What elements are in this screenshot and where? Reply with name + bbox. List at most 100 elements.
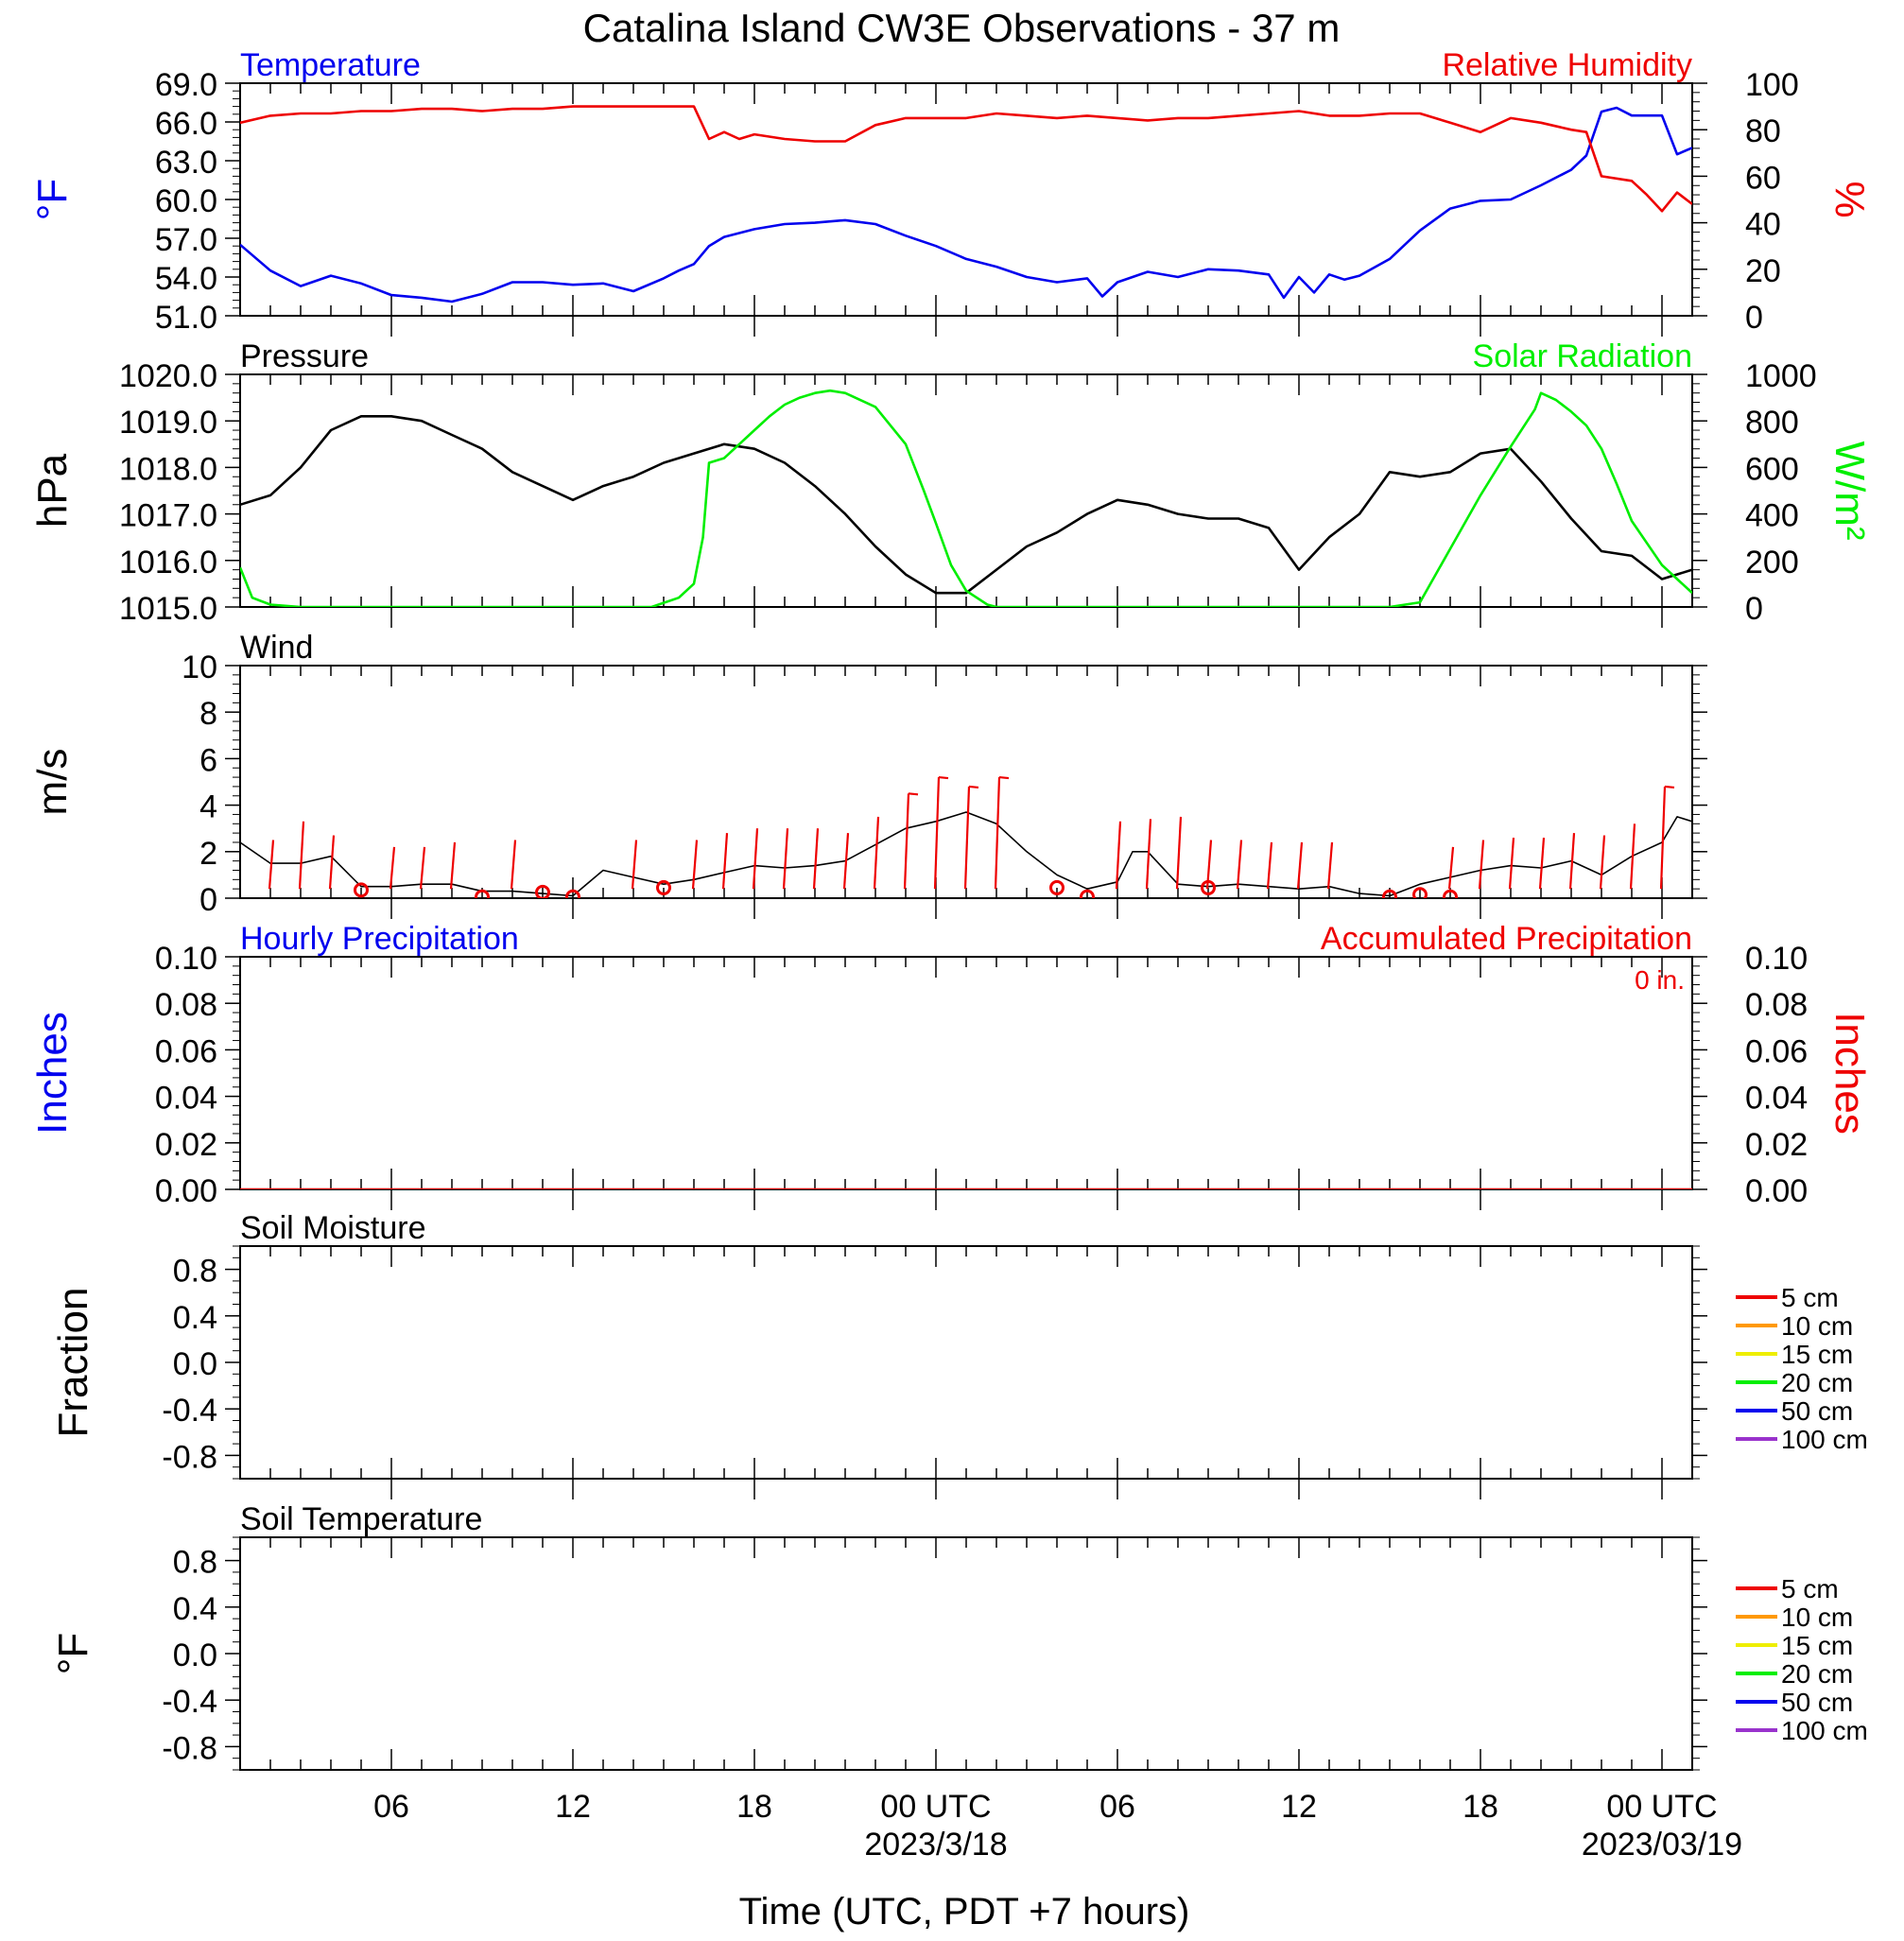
y-tick-label-left: 6 <box>199 742 217 778</box>
wind-barb <box>1478 840 1485 890</box>
wind-barb <box>1266 841 1273 890</box>
wind-barb-flag <box>968 785 979 789</box>
wind-barb <box>903 793 910 890</box>
legend-label: 20 cm <box>1781 1368 1853 1397</box>
wind-barb <box>1538 837 1546 890</box>
y-tick-label-left: 0.8 <box>173 1545 217 1581</box>
panel-title-left: Pressure <box>240 338 369 374</box>
x-tick-label: 18 <box>1463 1789 1498 1825</box>
panel-temp_rh: 51.054.057.060.063.066.069.0 0 20 40 60 80 100… <box>29 47 1873 337</box>
y-tick-label-left: 1017.0 <box>119 498 217 534</box>
y-axis-label-right: W/m² <box>1826 441 1873 540</box>
y-tick-label-right: 0.04 <box>1745 1081 1808 1117</box>
y-tick-label-left: 57.0 <box>155 222 217 258</box>
calm-wind-marker <box>1443 889 1458 898</box>
panel-precip: 0.00 0.02 0.04 0.06 0.08 0.10 0.00 0.02 0.04 0.06… <box>29 921 1873 1210</box>
y-tick-label-right: 40 <box>1745 207 1781 243</box>
y-tick-label-left: 4 <box>199 789 217 825</box>
y-tick-label-right: 100 <box>1745 67 1799 103</box>
wind-barb <box>691 840 699 890</box>
panel-title-right: Solar Radiation <box>1473 338 1692 374</box>
y-tick-label-left: 8 <box>199 696 217 732</box>
wind-barb <box>1447 846 1455 890</box>
y-tick-label-right: 200 <box>1745 545 1799 581</box>
series-line-wind-0 <box>240 811 1692 897</box>
wind-barb <box>328 835 336 890</box>
y-tick-label-right: 800 <box>1745 405 1799 441</box>
plot-area <box>240 389 1692 607</box>
y-axis-label-left: m/s <box>29 749 76 816</box>
wind-barb <box>419 846 426 890</box>
y-axis-label-right: % <box>1826 181 1873 217</box>
calm-wind-marker <box>1080 889 1095 898</box>
x-tick-label: 12 <box>555 1789 591 1825</box>
x-date-label: 2023/3/18 <box>864 1827 1007 1863</box>
panel-pressure_solar: 1015.0 1016.0 1017.0 1018.0 1019.0 1020.0 0 200… <box>29 338 1873 628</box>
calm-wind-marker <box>475 889 490 898</box>
series-line-temp_rh-0 <box>240 106 1692 303</box>
wind-barb-flag <box>1664 785 1675 789</box>
panel-title-left: Soil Moisture <box>240 1210 426 1246</box>
legend-label: 100 cm <box>1781 1716 1868 1745</box>
y-axis-label-left: Inches <box>29 1012 76 1135</box>
y-tick-label-left: 66.0 <box>155 106 217 142</box>
y-tick-label-right: 1000 <box>1745 358 1817 394</box>
wind-barb <box>963 786 971 890</box>
panels: 51.054.057.060.063.066.069.0020406080100… <box>29 47 1873 1771</box>
series-line-pressure_solar-1 <box>240 389 1692 607</box>
panel-soil_moisture: -0.8 -0.4 0.0 0.4 0.8 Soil Moisture Fraction 5 … <box>50 1210 1868 1499</box>
wind-barb <box>449 841 457 890</box>
y-tick-label-left: 69.0 <box>155 67 217 103</box>
legend-label: 5 cm <box>1781 1574 1839 1603</box>
y-axis-label-right: Inches <box>1826 1012 1873 1135</box>
y-axis-label-left: °F <box>29 179 76 220</box>
y-tick-label-right: 0.02 <box>1745 1127 1808 1163</box>
calm-wind-marker <box>1382 889 1397 898</box>
panel-title-right: Relative Humidity <box>1442 47 1692 83</box>
calm-wind-marker <box>535 884 550 898</box>
y-tick-label-left: 0 <box>199 882 217 918</box>
y-tick-label-left: 0.10 <box>155 941 217 977</box>
wind-barb <box>752 828 759 890</box>
wind-barb <box>1629 823 1636 890</box>
legend-label: 10 cm <box>1781 1311 1853 1341</box>
plot-frame <box>239 956 1693 1190</box>
y-tick-label-left: 0.00 <box>155 1173 217 1209</box>
legend-label: 5 cm <box>1781 1283 1839 1312</box>
y-tick-label-left: -0.8 <box>162 1730 217 1766</box>
wind-barb-flag <box>908 792 919 796</box>
y-tick-label-left: 54.0 <box>155 261 217 297</box>
wind-barb <box>631 840 638 890</box>
y-tick-label-left: 1019.0 <box>119 405 217 441</box>
plot-area <box>240 105 1692 303</box>
legend-label: 100 cm <box>1781 1425 1868 1454</box>
y-axis-label-left: Fraction <box>50 1288 96 1438</box>
y-tick-label-left: 0.08 <box>155 987 217 1023</box>
wind-barb <box>1508 837 1515 890</box>
y-tick-label-left: 0.8 <box>173 1254 217 1290</box>
legend-label: 50 cm <box>1781 1688 1853 1717</box>
y-tick-label-left: 63.0 <box>155 145 217 181</box>
y-tick-label-left: 0.4 <box>173 1300 217 1336</box>
y-tick-label-left: 1020.0 <box>119 358 217 394</box>
x-tick-label: 00 UTC <box>1606 1789 1717 1825</box>
panel-annotation: 0 in. <box>1635 965 1685 995</box>
wind-barb <box>1599 835 1606 890</box>
legend-label: 15 cm <box>1781 1340 1853 1369</box>
calm-wind-marker <box>565 889 580 898</box>
y-tick-label-left: 1015.0 <box>119 591 217 627</box>
x-tick-label: 06 <box>373 1789 409 1825</box>
figure-title: Catalina Island CW3E Observations - 37 m <box>583 6 1341 50</box>
series-line-pressure_solar-0 <box>240 414 1692 595</box>
panel-title-right: Accumulated Precipitation <box>1321 921 1692 957</box>
y-tick-label-right: 20 <box>1745 253 1781 289</box>
wind-barb <box>994 777 1001 890</box>
x-tick-label: 00 UTC <box>880 1789 991 1825</box>
y-tick-label-right: 0 <box>1745 300 1763 336</box>
plot-area <box>240 775 1692 898</box>
y-tick-label-right: 80 <box>1745 113 1781 149</box>
x-date-label: 2023/03/19 <box>1582 1827 1742 1863</box>
wind-barb <box>842 833 850 890</box>
